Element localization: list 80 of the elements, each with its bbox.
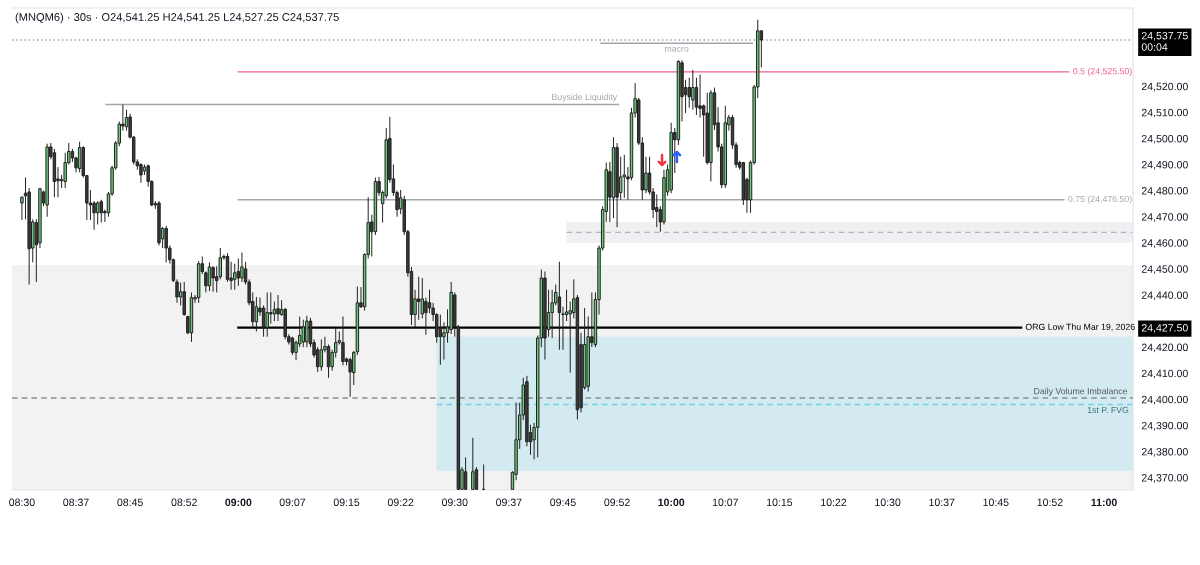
candlestick: [709, 89, 713, 182]
candlestick: [196, 260, 201, 304]
series-label: ORG Low Thu Mar 19, 2026: [1025, 323, 1135, 331]
candlestick: [99, 199, 103, 224]
x-tick-label: 09:15: [333, 498, 360, 507]
y-tick-label: 24,500.00: [1141, 134, 1188, 144]
x-tick-label: 11:00: [1091, 498, 1117, 507]
x-tick-label: 09:22: [387, 498, 414, 507]
candlestick: [471, 437, 475, 490]
candlestick: [265, 291, 269, 338]
x-tick-label: 08:37: [63, 498, 89, 507]
series-label: 0.75 (24,476.50): [1068, 195, 1132, 204]
y-tick-label: 24,410.00: [1141, 369, 1188, 379]
y-tick-label: 24,520.00: [1141, 82, 1188, 92]
y-tick-label: 24,480.00: [1141, 187, 1188, 196]
candlestick: [164, 225, 168, 263]
y-tick-label: 24,370.00: [1141, 474, 1188, 483]
x-tick-label: 10:30: [875, 498, 901, 507]
candlestick: [21, 196, 23, 221]
x-tick-label: 09:45: [550, 498, 576, 507]
x-tick-label: 10:37: [929, 498, 955, 507]
y-tick-label: 24,390.00: [1141, 421, 1188, 431]
candlestick: [182, 281, 186, 317]
y-tick-label: 24,510.00: [1141, 108, 1188, 118]
candlestick: [236, 257, 241, 287]
candlestick: [557, 261, 562, 351]
candlestick: [139, 162, 143, 184]
candlestick: [157, 200, 161, 246]
series-label: 1st P. FVG: [1087, 406, 1129, 414]
x-tick-label: 09:30: [441, 498, 468, 507]
candlestick: [691, 69, 695, 111]
ref-line-label: Daily Volume Imbalance: [1034, 387, 1128, 396]
candlestick: [211, 265, 215, 293]
y-tick-label: 24,440.00: [1141, 291, 1188, 301]
y-tick-label: 24,427.50: [1141, 324, 1188, 333]
series-label: macro: [665, 46, 689, 52]
candlestick: [189, 291, 194, 343]
candlestick: [45, 143, 49, 218]
series-label: Buyside Liquidity: [552, 93, 618, 102]
x-tick-label: 10:52: [1037, 498, 1063, 507]
candlestick: [240, 252, 244, 283]
candlestick: [550, 289, 554, 339]
x-tick-label: 08:52: [171, 498, 197, 507]
x-tick-label: 10:00: [658, 498, 685, 507]
candlestick: [341, 316, 345, 366]
x-tick-label: 08:45: [117, 498, 143, 507]
x-tick-label: 10:22: [821, 498, 847, 507]
candlestick: [438, 314, 443, 366]
y-tick-label: 24,380.00: [1141, 447, 1188, 457]
series-label: 0.5 (24,525.50): [1073, 67, 1132, 76]
x-tick-label: 09:37: [496, 498, 522, 507]
y-tick-label: 24,470.00: [1141, 213, 1188, 222]
x-tick-label: 08:30: [9, 498, 35, 507]
x-tick-label: 10:07: [712, 498, 738, 507]
candlestick: [669, 122, 673, 194]
y-tick-label: 24,420.00: [1141, 343, 1188, 353]
x-tick-label: 09:52: [604, 498, 630, 507]
candlestick: [207, 261, 212, 292]
chart-title: (MNQM6) · 30s · O24,541.25 H24,541.25 L24,527.25 C24,537.75: [15, 12, 339, 24]
candlestick: [290, 336, 295, 356]
y-tick-label: 24,400.00: [1141, 395, 1188, 405]
y-tick-label: 24,450.00: [1141, 265, 1188, 275]
x-tick-label: 10:45: [983, 498, 1009, 507]
candlestick: [463, 456, 468, 490]
candlestick: [254, 296, 259, 332]
candlestick: [305, 315, 309, 348]
candlestick: [319, 338, 324, 372]
candlestick: [481, 464, 486, 490]
x-tick-label: 09:00: [225, 498, 252, 507]
y-tick-label: 24,537.75 00:04: [1141, 31, 1188, 51]
y-tick-label: 24,490.00: [1141, 160, 1188, 170]
candlestick: [95, 200, 100, 226]
candlestick: [723, 105, 728, 189]
candlestick: [543, 271, 547, 361]
candlestick: [301, 319, 305, 348]
y-tick-label: 24,460.00: [1141, 239, 1188, 248]
x-tick-label: 09:07: [279, 498, 306, 507]
candlestick: [276, 294, 280, 322]
candlestick: [622, 154, 627, 199]
x-tick-label: 10:15: [767, 498, 793, 507]
